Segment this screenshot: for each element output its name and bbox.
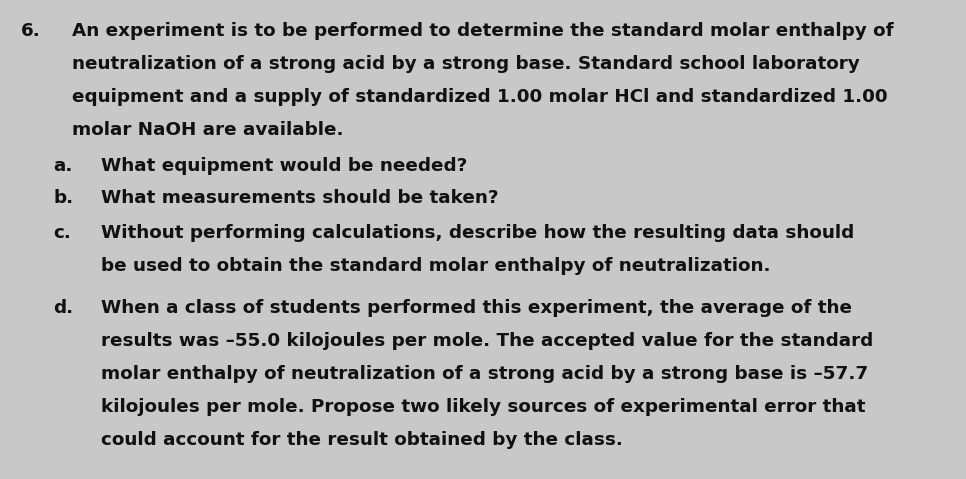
Text: b.: b.: [53, 189, 73, 207]
Text: 6.: 6.: [21, 22, 41, 40]
Text: molar enthalpy of neutralization of a strong acid by a strong base is –57.7: molar enthalpy of neutralization of a st…: [101, 365, 868, 383]
Text: a.: a.: [53, 157, 72, 175]
Text: results was –55.0 kilojoules per mole. The accepted value for the standard: results was –55.0 kilojoules per mole. T…: [101, 332, 873, 350]
Text: be used to obtain the standard molar enthalpy of neutralization.: be used to obtain the standard molar ent…: [101, 257, 771, 275]
Text: could account for the result obtained by the class.: could account for the result obtained by…: [101, 431, 623, 449]
Text: c.: c.: [53, 224, 71, 242]
Text: equipment and a supply of standardized 1.00 molar HCl and standardized 1.00: equipment and a supply of standardized 1…: [72, 88, 888, 106]
Text: neutralization of a strong acid by a strong base. Standard school laboratory: neutralization of a strong acid by a str…: [72, 55, 860, 73]
Text: kilojoules per mole. Propose two likely sources of experimental error that: kilojoules per mole. Propose two likely …: [101, 398, 866, 416]
Text: What measurements should be taken?: What measurements should be taken?: [101, 189, 499, 207]
Text: What equipment would be needed?: What equipment would be needed?: [101, 157, 468, 175]
Text: An experiment is to be performed to determine the standard molar enthalpy of: An experiment is to be performed to dete…: [72, 22, 895, 40]
Text: When a class of students performed this experiment, the average of the: When a class of students performed this …: [101, 299, 852, 317]
Text: molar NaOH are available.: molar NaOH are available.: [72, 121, 344, 139]
Text: Without performing calculations, describe how the resulting data should: Without performing calculations, describ…: [101, 224, 855, 242]
Text: d.: d.: [53, 299, 73, 317]
